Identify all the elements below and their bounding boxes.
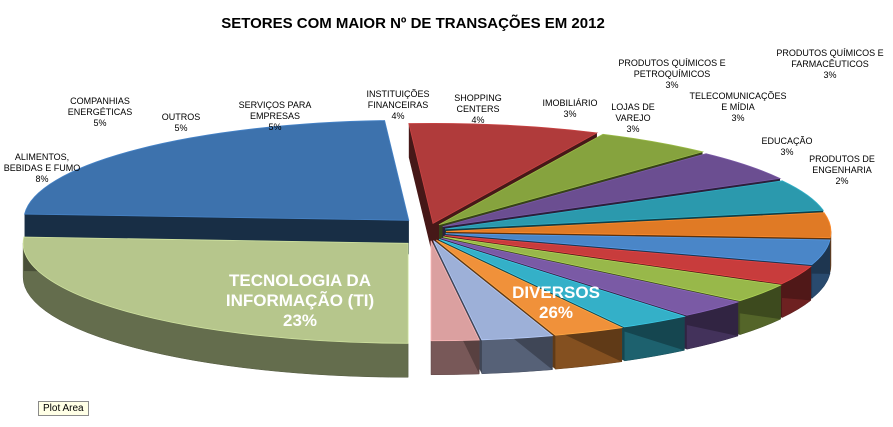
chart-title: SETORES COM MAIOR Nº DE TRANSAÇÕES EM 20… (221, 14, 605, 32)
slice-label-produtos-quimicos-e-petroquimicos: PRODUTOS QUÍMICOS E PETROQUÍMICOS 3% (618, 58, 725, 90)
slice-top-shopping-centers (445, 233, 831, 265)
slice-label-alimentos-bebidas-e-fumo: ALIMENTOS, BEBIDAS E FUMO 8% (4, 152, 81, 184)
pie-slice-diversos (22, 236, 409, 378)
slice-top-companhias-energeticas (438, 133, 705, 226)
pie-slice-tecnologia-da-informacao-ti (24, 120, 410, 255)
slice-labels: DIVERSOS 26% TECNOLOGIA DA INFORMAÇÃO (TI) 2… (4, 48, 884, 330)
slice-label-lojas-de-varejo: LOJAS DE VAREJO 3% (611, 102, 655, 134)
slice-label-servicos-para-empresas: SERVIÇOS PARA EMPRESAS 5% (239, 100, 312, 132)
slice-top-lojas-de-varejo (443, 236, 782, 302)
slice-top-tecnologia-da-informacao-ti (24, 120, 410, 221)
slice-label-educacao: EDUCAÇÃO 3% (761, 136, 812, 157)
slice-label-tecnologia-da-informacao-ti: TECNOLOGIA DA INFORMAÇÃO (TI) 23% (226, 271, 374, 330)
slice-label-companhias-energeticas: COMPANHIAS ENERGÉTICAS 5% (68, 96, 133, 128)
slice-top-educacao (436, 239, 624, 336)
pie-slice-produtos-de-engenharia (430, 240, 480, 376)
slice-top-telecomunicacoes-e-midia (438, 238, 686, 328)
slice-top-produtos-quimicos-e-petroquimicos (441, 237, 740, 316)
slice-label-outros: OUTROS 5% (162, 112, 201, 133)
slice-top-produtos-de-engenharia (430, 240, 480, 342)
slice-label-telecomunicacoes-e-midia: TELECOMUNICAÇÕES E MÍDIA 3% (689, 91, 786, 123)
slice-top-diversos (22, 236, 409, 344)
slice-top-imobiliario (444, 235, 812, 285)
slice-label-shopping-centers: SHOPPING CENTERS 4% (454, 93, 502, 125)
pie-slices (22, 120, 832, 378)
slice-label-instituicoes-financeiras: INSTITUIÇÕES FINANCEIRAS 4% (366, 89, 429, 121)
slice-top-produtos-quimicos-e-farmaceuticos (433, 240, 554, 341)
slice-top-alimentos-bebidas-e-fumo (408, 122, 599, 224)
slice-label-produtos-quimicos-e-farmaceuticos: PRODUTOS QUÍMICOS E FARMACÊUTICOS 3% (776, 48, 883, 80)
slice-top-servicos-para-empresas (444, 180, 824, 230)
slice-label-diversos: DIVERSOS 26% (512, 283, 600, 322)
slice-edge-alimentos-bebidas-e-fumo-0 (408, 123, 433, 258)
slice-top-instituicoes-financeiras (445, 212, 832, 239)
plot-area-tooltip: Plot Area (38, 401, 89, 416)
slice-label-imobiliario: IMOBILIÁRIO 3% (542, 98, 597, 119)
slice-label-produtos-de-engenharia: PRODUTOS DE ENGENHARIA 2% (809, 154, 875, 186)
slice-top-outros (442, 153, 782, 228)
